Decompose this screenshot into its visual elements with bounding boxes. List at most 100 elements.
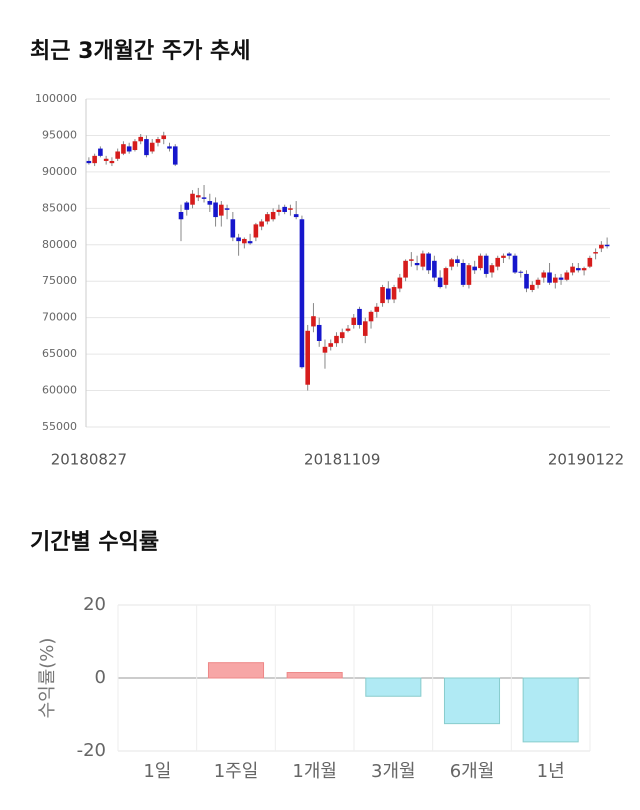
candle-body — [420, 253, 426, 267]
x-tick-label: 1주일 — [214, 761, 259, 782]
x-tick-label: 20181109 — [304, 451, 380, 469]
candle-body — [460, 263, 466, 285]
candle-body — [593, 252, 598, 254]
candle-body — [495, 257, 501, 267]
candle-body — [466, 265, 472, 285]
chart-title: 최근 3개월간 주가 추세 — [30, 39, 250, 64]
y-tick-label: 90000 — [42, 165, 77, 178]
candle-body — [512, 255, 518, 273]
y-tick-label: -20 — [77, 740, 106, 761]
y-tick-label: 70000 — [42, 311, 77, 324]
candle-body — [311, 316, 316, 327]
candle-body — [483, 255, 489, 274]
candle-body — [322, 346, 328, 353]
candle-body — [126, 146, 132, 152]
y-tick-label: 60000 — [42, 384, 77, 397]
candle-body — [190, 193, 195, 205]
chart-title: 기간별 수익률 — [30, 530, 159, 555]
candle-body — [357, 308, 362, 325]
candle-body — [265, 214, 270, 222]
candle-body — [391, 287, 397, 300]
candle-body — [570, 266, 575, 273]
candle-body — [380, 287, 385, 304]
candle-body — [345, 328, 351, 331]
candle-body — [132, 141, 138, 151]
candle-body — [576, 268, 581, 271]
candle-body — [155, 139, 161, 143]
bar — [365, 677, 422, 697]
y-axis-label: 수익률(%) — [37, 638, 58, 719]
bar — [522, 677, 579, 743]
candle-body — [305, 330, 310, 385]
candle-body — [92, 155, 97, 164]
candle-body — [581, 268, 587, 271]
candle-body — [432, 260, 437, 278]
candle-body — [236, 237, 241, 242]
candle-body — [604, 244, 610, 247]
y-tick-label: 0 — [95, 667, 106, 688]
candle-body — [282, 206, 287, 212]
candle-body — [247, 241, 253, 244]
candle-body — [501, 255, 506, 258]
y-tick-label: 55000 — [42, 420, 77, 433]
candle-body — [449, 259, 454, 267]
x-tick-label: 6개월 — [450, 761, 495, 782]
candle-body — [172, 146, 178, 165]
candle-body — [259, 221, 264, 227]
candle-body — [455, 259, 460, 263]
candle-body — [270, 211, 276, 220]
candle-body — [161, 135, 167, 140]
candle-body — [224, 208, 230, 210]
candle-body — [374, 306, 380, 312]
candle-body — [403, 260, 408, 278]
candle-body — [276, 209, 282, 212]
candle-body — [552, 277, 558, 283]
x-tick-label: 1개월 — [292, 761, 337, 782]
candle-body — [201, 197, 207, 199]
candle-body — [489, 265, 495, 273]
candle-body — [599, 244, 604, 249]
candle-body — [547, 272, 552, 283]
candle-body — [506, 253, 512, 256]
candle-body — [443, 268, 449, 285]
candle-body — [98, 148, 103, 156]
candle-body — [478, 255, 483, 269]
candle-body — [328, 343, 334, 347]
candle-body — [167, 146, 172, 149]
y-tick-label: 75000 — [42, 274, 77, 287]
candle-body — [219, 204, 224, 216]
candle-body — [524, 273, 529, 289]
candle-body — [195, 195, 201, 198]
candle-body — [541, 272, 547, 278]
candle-body — [426, 253, 431, 271]
candle-body — [253, 224, 259, 238]
candle-body — [558, 277, 564, 280]
candle-body — [529, 284, 535, 290]
candle-body — [115, 151, 120, 159]
candle-body — [299, 219, 305, 368]
y-tick-label: 65000 — [42, 347, 77, 360]
candle-body — [351, 317, 357, 325]
bar — [443, 677, 501, 725]
candle-body — [587, 257, 593, 267]
candle-body — [368, 311, 374, 322]
candle-body — [178, 211, 184, 220]
candle-body — [386, 288, 391, 300]
candle-body — [293, 214, 299, 218]
candle-body — [362, 321, 368, 336]
candle-body — [230, 219, 236, 238]
candle-body — [316, 324, 322, 341]
bar — [207, 662, 265, 679]
x-tick-label: 20180827 — [51, 451, 127, 469]
candle-body — [334, 335, 339, 344]
x-tick-label: 20190122 — [548, 451, 624, 469]
candle-body — [109, 160, 115, 164]
candle-body — [409, 259, 414, 261]
y-tick-label: 95000 — [42, 128, 77, 141]
y-tick-label: 80000 — [42, 238, 77, 251]
candle-body — [138, 136, 144, 142]
candle-body — [472, 266, 477, 271]
candle-body — [242, 238, 247, 244]
y-tick-label: 85000 — [42, 201, 77, 214]
